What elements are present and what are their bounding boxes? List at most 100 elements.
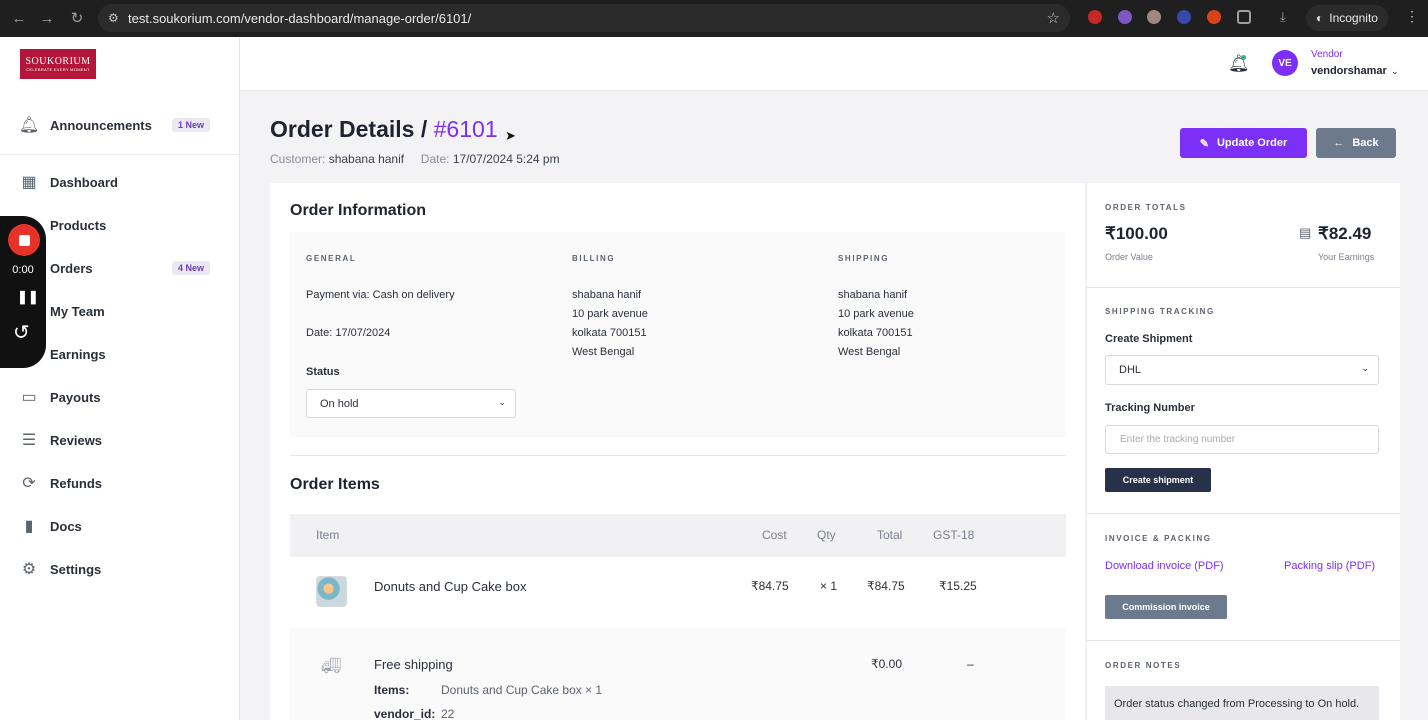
billing-name: shabana hanif [572, 289, 642, 301]
section-divider [1086, 287, 1400, 288]
shipping-tracking-heading: SHIPPING TRACKING [1105, 307, 1215, 316]
restart-icon[interactable]: ↺ [13, 322, 30, 344]
general-date: Date: 17/07/2024 [306, 327, 391, 339]
order-value-label: Order Value [1105, 252, 1153, 262]
tracking-number-input[interactable]: Enter the tracking number [1105, 425, 1379, 454]
stop-recording-button[interactable] [8, 224, 40, 256]
extensions-puzzle-icon[interactable] [1237, 10, 1251, 24]
avatar[interactable]: VE [1272, 50, 1298, 76]
browser-menu-icon[interactable]: ⋮ [1405, 8, 1419, 24]
chevron-down-icon: ⌄ [498, 397, 506, 407]
extension-icon[interactable] [1118, 10, 1132, 24]
incognito-indicator[interactable]: ◐ Incognito [1306, 5, 1388, 31]
billing-street: 10 park avenue [572, 308, 648, 320]
brand-logo[interactable]: SOUKORIUM CELEBRATE EVERY MOMENT [20, 49, 96, 79]
sidebar-item-label: Announcements [50, 117, 152, 133]
shipping-street: 10 park avenue [838, 308, 914, 320]
sidebar-divider [0, 154, 239, 155]
sidebar-item-label: Reviews [50, 432, 103, 448]
shipping-gst: – [967, 657, 974, 671]
sidebar-item-payouts[interactable]: ▭ Payouts [0, 379, 239, 415]
status-value: On hold [320, 397, 359, 410]
shipping-city: kolkata 700151 [838, 327, 913, 339]
browser-toolbar: ← → ↻ ⚙ test.soukorium.com/vendor-dashbo… [0, 0, 1428, 37]
tracking-number-label: Tracking Number [1105, 402, 1195, 414]
update-order-button[interactable]: ✎ Update Order [1180, 128, 1307, 158]
top-header: 🔔︎ VE Vendor vendorshamar ⌄ [240, 37, 1428, 91]
reload-icon[interactable]: ↻ [70, 10, 84, 27]
download-invoice-link[interactable]: Download invoice (PDF) [1105, 560, 1224, 572]
sidebar-item-refunds[interactable]: ⟳ Refunds [0, 465, 239, 501]
grid-icon: ▦ [21, 174, 37, 191]
column-item: Item [316, 528, 340, 542]
screen-recorder-widget: 0:00 ❚❚ ↺ [0, 216, 46, 368]
customer-name: shabana hanif [328, 152, 405, 166]
extension-icon[interactable] [1177, 10, 1191, 24]
order-number: #6101 [433, 116, 498, 142]
edit-icon: ✎ [1199, 137, 1209, 150]
sidebar-item-dashboard[interactable]: ▦ Dashboard [0, 164, 239, 200]
back-arrow-icon[interactable]: ← [11, 9, 27, 27]
extension-icon[interactable] [1207, 10, 1221, 24]
payment-method: Payment via: Cash on delivery [306, 289, 455, 301]
item-cost: ₹84.75 [751, 579, 789, 593]
product-thumbnail[interactable] [316, 576, 347, 607]
column-qty: Qty [817, 528, 836, 542]
page-title: Order Details / #6101 [270, 116, 498, 143]
arrow-left-icon: ← [1333, 137, 1345, 149]
item-qty: × 1 [820, 579, 838, 593]
billing-city: kolkata 700151 [572, 327, 647, 339]
user-name[interactable]: vendorshamar [1311, 65, 1387, 77]
order-items-heading: Order Items [290, 476, 380, 493]
user-role: Vendor [1311, 49, 1343, 60]
url-text: test.soukorium.com/vendor-dashboard/mana… [128, 10, 472, 26]
extension-icon[interactable] [1147, 10, 1161, 24]
column-gst: GST-18 [933, 528, 975, 542]
sidebar-item-docs[interactable]: ▮ Docs [0, 508, 239, 544]
shipping-line-row [290, 628, 1066, 720]
create-shipment-label: Create Shipment [1105, 333, 1193, 345]
carrier-value: DHL [1119, 364, 1142, 376]
address-bar[interactable]: ⚙ test.soukorium.com/vendor-dashboard/ma… [98, 4, 1070, 32]
carrier-select[interactable]: DHL ⌄ [1105, 355, 1379, 385]
recording-timer: 0:00 [12, 264, 34, 276]
extension-icon[interactable] [1088, 10, 1102, 24]
forward-arrow-icon[interactable]: → [39, 9, 55, 27]
vendor-id-label: vendor_id: [374, 707, 436, 720]
shipping-address: shabana hanif 10 park avenue kolkata 700… [838, 286, 914, 362]
brand-tagline: CELEBRATE EVERY MOMENT [26, 67, 90, 72]
receipt-icon: ▤ [1299, 225, 1312, 240]
commission-invoice-button[interactable]: Commission invoice [1105, 595, 1227, 619]
section-divider [290, 455, 1066, 456]
notification-bell-icon[interactable]: 🔔︎ [1228, 54, 1250, 73]
new-badge: 4 New [172, 261, 211, 275]
sidebar-item-label: Settings [50, 561, 102, 577]
items-table-header [290, 514, 1066, 557]
sidebar-item-label: Dashboard [50, 174, 118, 190]
chevron-down-icon[interactable]: ⌄ [1391, 66, 1399, 76]
clipboard-icon: ☰ [21, 432, 37, 449]
page-title-text: Order Details / [270, 116, 428, 142]
billing-heading: BILLING [572, 254, 616, 263]
item-gst: ₹15.25 [939, 579, 977, 593]
pause-icon[interactable]: ❚❚ [17, 289, 39, 304]
site-settings-icon[interactable]: ⚙ [108, 11, 119, 25]
status-select[interactable]: On hold ⌄ [306, 389, 516, 418]
sidebar-item-settings[interactable]: ⚙ Settings [0, 551, 239, 587]
shipping-items-label: Items: [374, 683, 410, 697]
item-name[interactable]: Donuts and Cup Cake box [374, 579, 527, 594]
packing-slip-link[interactable]: Packing slip (PDF) [1284, 560, 1376, 572]
invoice-packing-heading: INVOICE & PACKING [1105, 534, 1212, 543]
sidebar-item-announcements[interactable]: 🔔︎ Announcements 1 New [0, 107, 239, 143]
create-shipment-button[interactable]: Create shipment [1105, 468, 1211, 492]
bookmark-star-icon[interactable]: ☆ [1046, 10, 1060, 27]
chevron-down-icon: ⌄ [1361, 363, 1369, 373]
sidebar-item-reviews[interactable]: ☰ Reviews [0, 422, 239, 458]
sidebar-item-label: Orders [50, 260, 93, 276]
order-notes-heading: ORDER NOTES [1105, 661, 1182, 670]
shipping-total: ₹0.00 [871, 657, 902, 671]
back-button[interactable]: ← Back [1316, 128, 1396, 158]
wallet-icon: ▭ [21, 389, 37, 406]
people-gear-icon: ⚙ [21, 561, 37, 578]
download-icon[interactable]: ⤓ [1280, 9, 1286, 24]
